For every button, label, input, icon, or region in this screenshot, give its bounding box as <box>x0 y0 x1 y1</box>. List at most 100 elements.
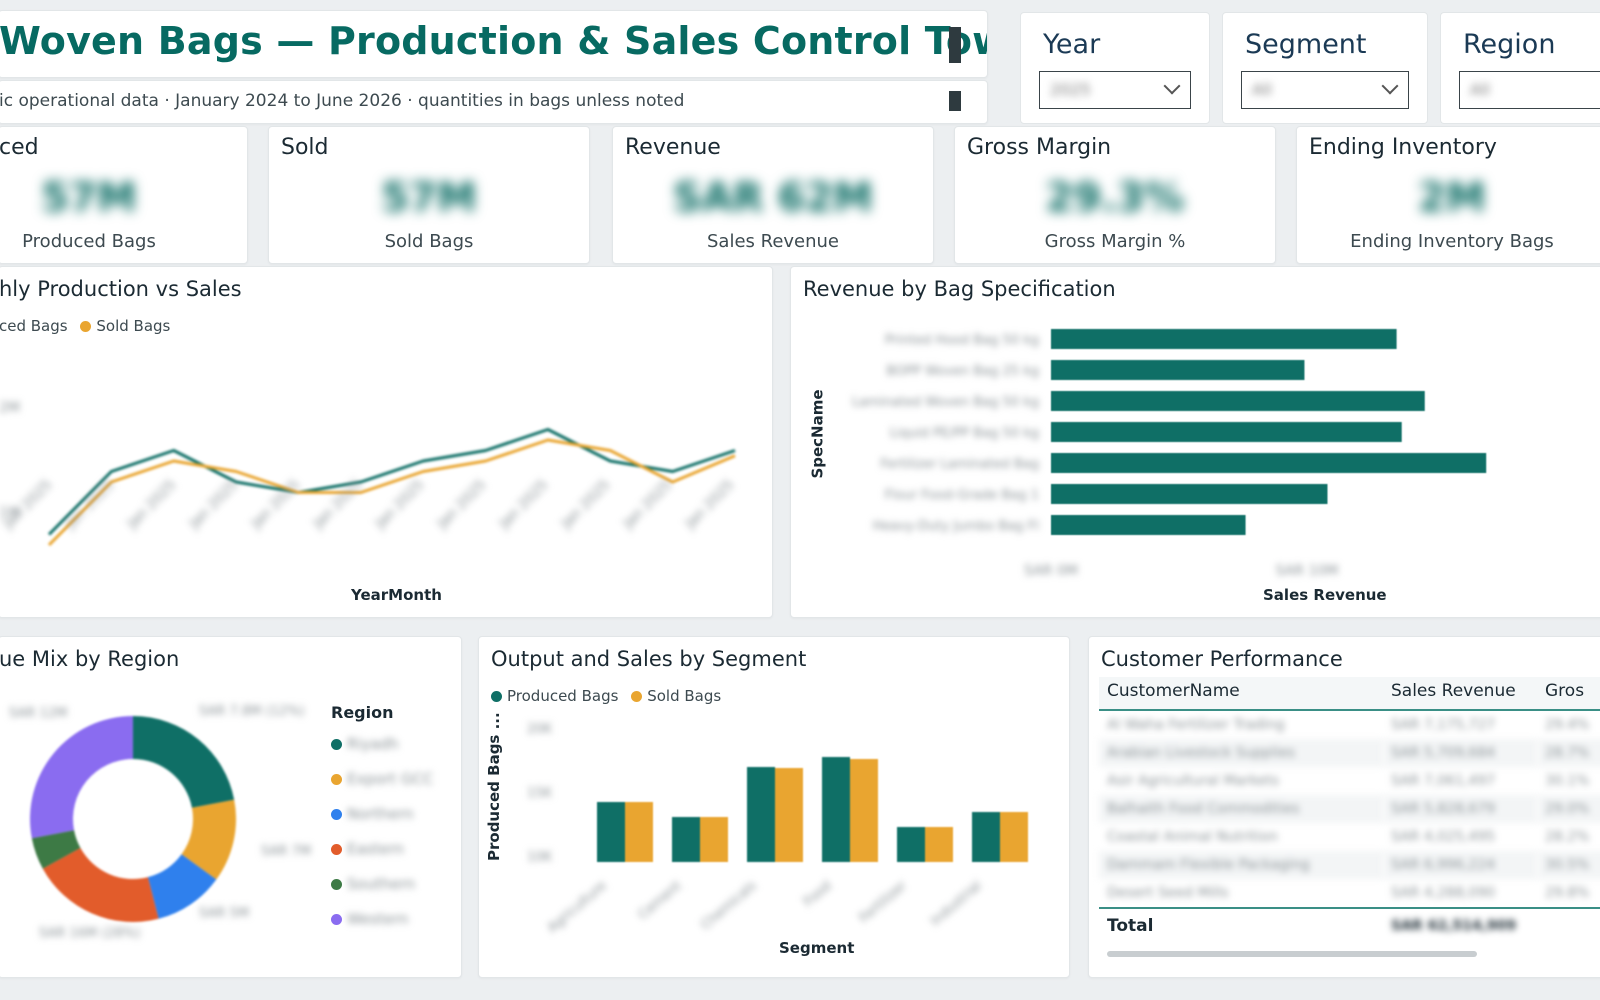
table-cell-gm: 30.5% <box>1537 851 1600 879</box>
legend-item[interactable]: Riyadh <box>331 735 433 770</box>
legend-dot-icon <box>331 774 342 785</box>
year-dropdown[interactable]: 2025 <box>1039 71 1191 109</box>
monthly-production-chart[interactable]: hly Production vs Sales ced Bags Sold Ba… <box>0 266 773 618</box>
year-slicer-label: Year <box>1043 29 1101 60</box>
page-title: Woven Bags — Production & Sales Control … <box>0 19 988 63</box>
customer-table[interactable]: CustomerName Sales Revenue Gros Al Waha … <box>1099 677 1600 940</box>
column-header-revenue[interactable]: Sales Revenue <box>1383 677 1537 711</box>
table-cell-revenue: SAR 7,175,727 <box>1391 717 1496 733</box>
bar-industrial-produced <box>972 812 1000 862</box>
horizontal-scrollbar[interactable] <box>1107 951 1477 957</box>
total-gross-cell <box>1537 907 1600 940</box>
kpi-value: 57M <box>41 175 137 221</box>
chart-title: Output and Sales by Segment <box>491 647 807 671</box>
chevron-down-icon <box>1381 77 1399 95</box>
page-subtitle: ic operational data · January 2024 to Ju… <box>0 91 685 111</box>
region-dropdown-value: All <box>1470 80 1490 99</box>
category-label: Liquid PE/PP Bag 50 kg <box>890 426 1039 441</box>
kpi-value: 57M <box>381 175 477 221</box>
y-tick-label: 1M <box>0 505 20 521</box>
donut-slice-eastern <box>42 847 159 922</box>
x-tick-label: Jan 2025 <box>124 477 180 533</box>
donut-slice-export-gcc <box>181 799 236 880</box>
table-cell-gm: 29.8% <box>1545 885 1590 901</box>
y-tick-label: 15K <box>527 786 553 801</box>
region-dropdown[interactable]: All <box>1459 71 1600 109</box>
table-row[interactable]: Balhaith Food Commodities SAR 5,828,679 29… <box>1099 795 1600 823</box>
line-chart-svg: Jan 2025 Jan 2025 Jan 2025 Jan 2025 Jan 2025… <box>0 400 737 547</box>
data-label: SAR 5M <box>199 906 249 921</box>
bar-cement-sold <box>700 817 728 862</box>
donut-slice-northern <box>147 854 217 919</box>
legend-label: Western <box>347 910 409 928</box>
legend-item[interactable]: Southern <box>331 875 433 910</box>
x-tick-label: Jan 2025 <box>186 477 242 533</box>
table-cell-gm: 29.4% <box>1545 717 1590 733</box>
table-total-row: Total SAR 62,514,909 <box>1099 907 1600 940</box>
x-tick-label: Agriculture <box>545 879 609 936</box>
legend-label: ced Bags <box>0 317 68 335</box>
x-axis-title: Sales Revenue <box>1263 586 1387 604</box>
legend-dot-icon <box>331 809 342 820</box>
x-axis-title: Segment <box>779 939 855 957</box>
table-cell-name: Balhaith Food Commodities <box>1099 795 1383 823</box>
chevron-down-icon <box>1163 77 1181 95</box>
legend-item[interactable]: Western <box>331 910 433 945</box>
legend-label: Export GCC <box>347 770 434 788</box>
table-cell-revenue: SAR 6,996,224 <box>1383 851 1537 879</box>
bar-food-produced <box>822 757 850 862</box>
kpi-title: Revenue <box>625 135 721 160</box>
table-row[interactable]: Dammam Flexible Packaging SAR 6,996,224 30… <box>1099 851 1600 879</box>
bar-3 <box>1051 422 1402 442</box>
x-tick-label: Chemicals <box>699 878 760 933</box>
kpi-caption: Sales Revenue <box>706 231 840 252</box>
bar-industrial-sold <box>1000 812 1028 862</box>
x-tick-label: Food <box>801 879 835 911</box>
revenue-by-spec-chart[interactable]: Revenue by Bag Specification Printed Hoo… <box>790 266 1600 618</box>
legend-item[interactable]: Eastern <box>331 840 433 875</box>
table-row[interactable]: Al Waha Fertilizer Trading SAR 7,175,727 2… <box>1099 710 1600 739</box>
table-row[interactable]: Coastal Animal Nutrition SAR 4,025,495 28.… <box>1099 823 1600 851</box>
output-sales-segment-chart[interactable]: Output and Sales by Segment Produced Bag… <box>478 636 1070 978</box>
kpi-caption: Gross Margin % <box>1044 231 1186 252</box>
kpi-value: 2M <box>1418 175 1486 221</box>
bar-fertilizer-produced <box>897 827 925 862</box>
bar-fertilizer-sold <box>925 827 953 862</box>
category-label: Laminated Woven Bag 50 kg <box>852 395 1039 410</box>
x-tick-label: SAR 0M <box>1024 563 1078 579</box>
y-tick-label: 20K <box>527 722 553 737</box>
kpi-ending-inventory: Ending Inventory 2M Ending Inventory Bag… <box>1296 126 1600 264</box>
kpi-produced: ced 57M Produced Bags <box>0 126 248 264</box>
table-row[interactable]: Desert Seed Mills SAR 4,288,090 29.8% <box>1099 879 1600 908</box>
revenue-mix-region-chart[interactable]: ue Mix by Region SAR 12M SAR 7.8M (12%) SA… <box>0 636 462 978</box>
legend-label: Northern <box>347 805 414 823</box>
line-series-group <box>47 428 736 547</box>
legend-item[interactable]: Export GCC <box>331 770 433 805</box>
legend-label: Sold Bags <box>647 687 722 705</box>
data-label: SAR 16M (28%) <box>39 926 140 941</box>
category-label: Fertilizer Laminated Bag <box>880 457 1039 472</box>
legend-item[interactable]: Northern <box>331 805 433 840</box>
region-slicer-label: Region <box>1463 29 1556 60</box>
bar-chemicals-sold <box>775 768 803 862</box>
donut-group <box>29 716 236 922</box>
subtitle-marker <box>949 91 961 111</box>
donut-slice-riyadh <box>133 716 235 808</box>
category-label: Heavy-Duty Jumbo Bag FI <box>873 519 1039 534</box>
table-cell-name: Desert Seed Mills <box>1107 885 1229 901</box>
legend-label: Produced Bags <box>507 687 619 705</box>
segment-dropdown[interactable]: All <box>1241 71 1409 109</box>
data-label: SAR 12M <box>9 706 67 721</box>
x-tick-label: Jan 2025 <box>496 477 552 533</box>
segment-slicer-label: Segment <box>1245 29 1367 60</box>
bar-chemicals-produced <box>747 767 775 862</box>
column-header-customer[interactable]: CustomerName <box>1099 677 1383 711</box>
table-cell-revenue: SAR 5,709,684 <box>1383 739 1537 767</box>
table-row[interactable]: Asir Agricultural Markets SAR 7,061,497 30… <box>1099 767 1600 795</box>
chart-title: ue Mix by Region <box>0 647 180 671</box>
kpi-title: Sold <box>281 135 329 160</box>
chart-title: Revenue by Bag Specification <box>803 277 1116 301</box>
bar-1 <box>1051 360 1305 380</box>
table-row[interactable]: Arabian Livestock Supplies SAR 5,709,684 2… <box>1099 739 1600 767</box>
column-header-gross[interactable]: Gros <box>1537 677 1600 711</box>
